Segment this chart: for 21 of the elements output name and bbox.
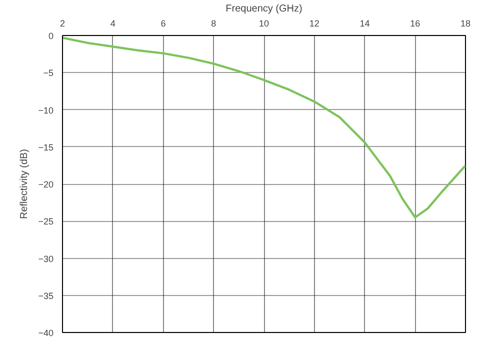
line-series: [62, 36, 466, 219]
x-tick-label: 10: [258, 18, 270, 28]
y-tick-label: −15: [38, 142, 54, 152]
y-tick-label: −40: [38, 328, 54, 338]
y-tick-label: −5: [43, 68, 54, 78]
x-tick-label: 2: [60, 18, 66, 28]
y-tick-label: −35: [38, 290, 54, 301]
y-tick-label: −30: [38, 254, 54, 264]
x-tick-label: 18: [460, 18, 471, 28]
y-tick-label: −25: [38, 216, 54, 227]
y-tick-label: −20: [38, 180, 54, 190]
x-tick-label: 4: [110, 18, 116, 28]
x-tick-label: 6: [160, 18, 166, 28]
x-tick-label: 16: [410, 18, 420, 28]
x-tick-label: 12: [309, 18, 320, 28]
x-axis-title: Frequency (GHz): [226, 4, 302, 14]
y-tick-label: 0: [48, 31, 54, 41]
y-axis-title: Reflectivity (dB): [19, 148, 30, 220]
x-tick-label: 14: [360, 18, 370, 28]
x-tick-label: 8: [211, 18, 216, 28]
y-tick-label: −10: [38, 105, 54, 116]
